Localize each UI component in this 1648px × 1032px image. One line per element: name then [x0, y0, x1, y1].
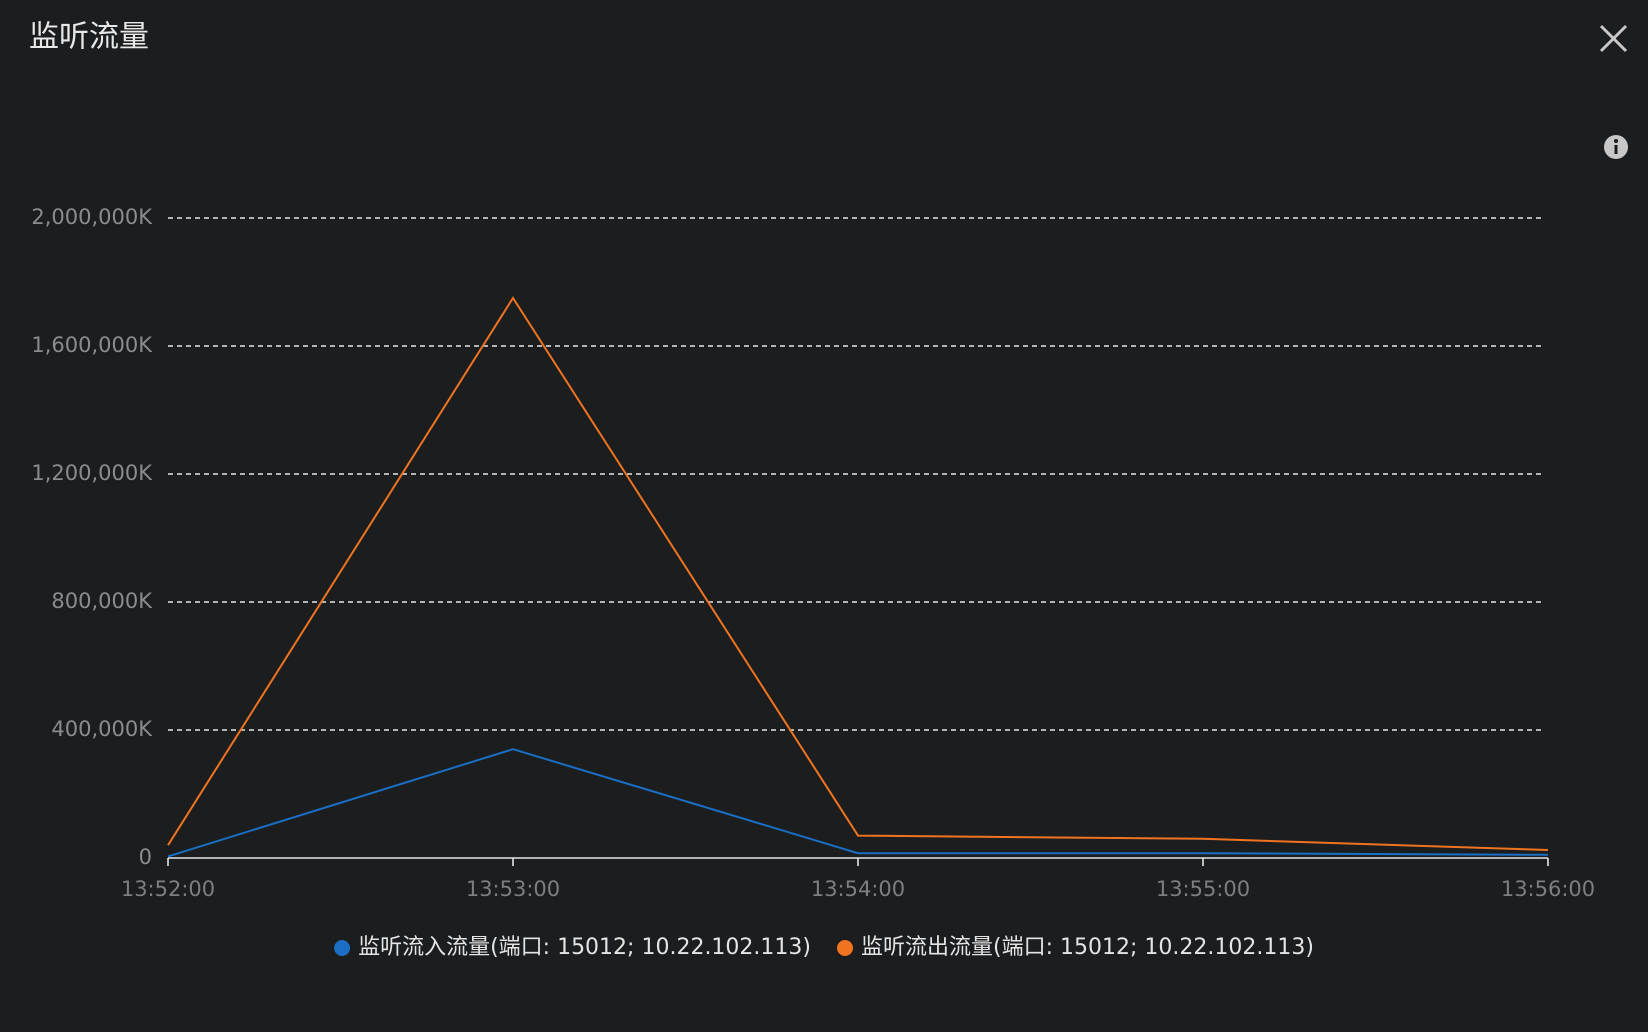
x-tick-label: 13:54:00 — [811, 877, 905, 901]
legend: 监听流入流量(端口: 15012; 10.22.102.113) 监听流出流量(端… — [334, 935, 1314, 960]
legend-swatch — [837, 940, 853, 956]
y-tick-label: 0 — [139, 845, 152, 869]
x-tick-label: 13:52:00 — [121, 877, 215, 901]
legend-item[interactable]: 监听流入流量(端口: 15012; 10.22.102.113) — [334, 935, 811, 960]
y-tick-label: 400,000K — [51, 717, 153, 741]
info-icon[interactable] — [1604, 135, 1628, 159]
close-button[interactable] — [1599, 24, 1628, 53]
x-tick-label: 13:55:00 — [1156, 877, 1250, 901]
x-tick-label: 13:53:00 — [466, 877, 560, 901]
legend-item[interactable]: 监听流出流量(端口: 15012; 10.22.102.113) — [837, 935, 1314, 960]
legend-label: 监听流出流量(端口: 15012; 10.22.102.113) — [861, 935, 1314, 960]
y-tick-label: 2,000,000K — [31, 205, 153, 229]
y-tick-label: 800,000K — [51, 589, 153, 613]
chart-title: 监听流量 — [29, 20, 149, 55]
y-tick-label: 1,200,000K — [31, 461, 153, 485]
legend-label: 监听流入流量(端口: 15012; 10.22.102.113) — [358, 935, 811, 960]
x-tick-label: 13:56:00 — [1501, 877, 1595, 901]
series-line — [167, 748, 1549, 858]
series-line — [167, 296, 1549, 851]
legend-swatch — [334, 940, 351, 956]
y-tick-label: 1,600,000K — [31, 333, 153, 357]
